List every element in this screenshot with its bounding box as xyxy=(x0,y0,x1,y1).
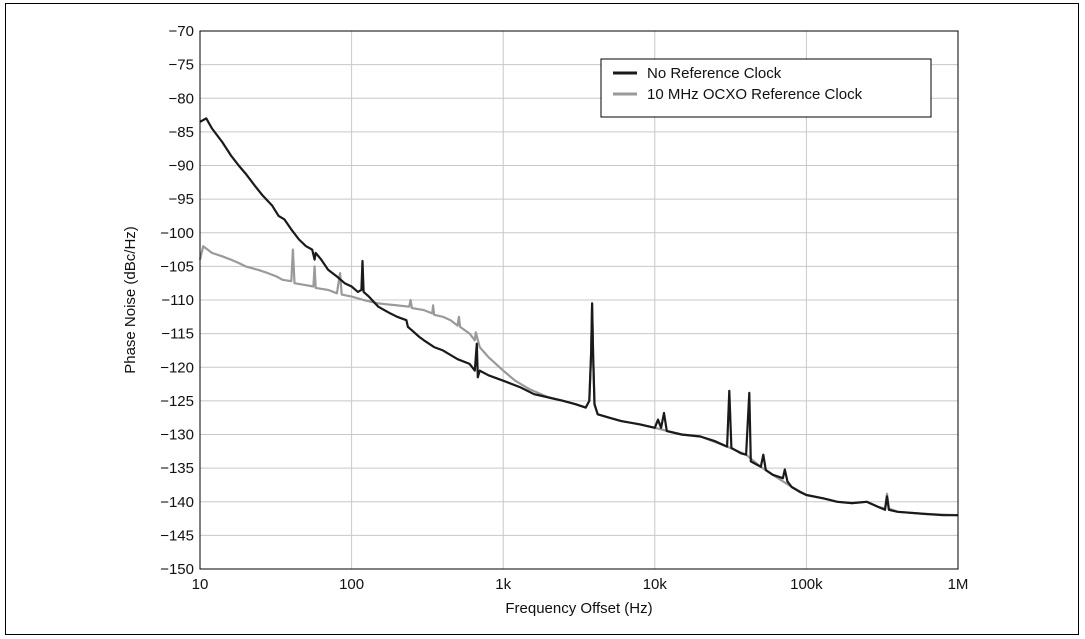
x-axis-label: Frequency Offset (Hz) xyxy=(505,600,652,617)
series-line-ocxo-reference-clock xyxy=(198,245,959,517)
y-tick-label: −115 xyxy=(161,326,194,343)
y-tick-label: −75 xyxy=(169,57,194,74)
x-tick-label: 10 xyxy=(192,576,209,593)
legend: No Reference Clock 10 MHz OCXO Reference… xyxy=(600,58,932,118)
series-layer xyxy=(198,117,959,517)
y-axis-label: Phase Noise (dBc/Hz) xyxy=(122,226,139,374)
legend-box xyxy=(600,58,932,118)
y-tick-label: −100 xyxy=(160,225,194,242)
y-tick-label: −125 xyxy=(160,393,194,410)
y-tick-label: −120 xyxy=(160,359,194,376)
legend-label-ocxo-reference-clock: 10 MHz OCXO Reference Clock xyxy=(647,86,863,103)
y-tick-label: −70 xyxy=(169,23,194,40)
y-tick-label: −150 xyxy=(160,561,194,578)
x-tick-label: 100 xyxy=(339,576,364,593)
x-tick-label: 1M xyxy=(948,576,969,593)
x-axis-ticks: 10 100 1k 10k 100k 1M xyxy=(192,576,969,593)
y-axis-ticks: −70 −75 −80 −85 −90 −95 −100 −105 −110 −115 −120 −1… xyxy=(160,23,194,578)
x-tick-label: 100k xyxy=(790,576,823,593)
legend-label-no-reference-clock: No Reference Clock xyxy=(647,65,782,82)
y-tick-label: −85 xyxy=(169,124,194,141)
y-tick-label: −80 xyxy=(169,90,194,107)
y-tick-label: −135 xyxy=(160,460,194,477)
y-tick-label: −105 xyxy=(160,258,194,275)
series-line-no-reference-clock xyxy=(199,117,958,517)
x-tick-label: 10k xyxy=(643,576,668,593)
x-tick-label: 1k xyxy=(495,576,511,593)
y-tick-label: −95 xyxy=(169,191,194,208)
y-tick-label: −110 xyxy=(161,292,194,309)
y-tick-label: −130 xyxy=(160,427,194,444)
y-tick-label: −145 xyxy=(160,527,194,544)
y-tick-label: −140 xyxy=(160,494,194,511)
plot-border xyxy=(199,30,959,570)
y-tick-label: −90 xyxy=(169,158,194,175)
